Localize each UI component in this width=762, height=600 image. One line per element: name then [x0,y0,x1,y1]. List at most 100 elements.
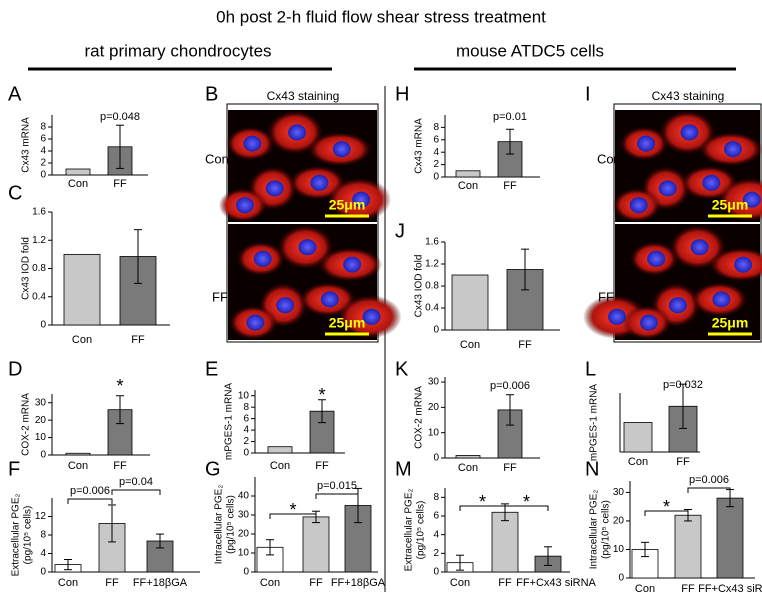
x-tick-label: Con [270,460,290,472]
panel-letter: L [585,358,596,380]
bracket [504,505,549,511]
x-tick-label: FF [309,577,323,589]
annotation: p=0.01 [493,111,527,123]
nucleus [734,256,753,273]
y-axis-label: (pg/10⁵ cells) [416,501,427,560]
nucleus [265,180,284,197]
nucleus [288,124,307,141]
bracket [269,513,317,519]
nucleus [724,141,742,158]
column-header: mouse ATDC5 cells [456,41,604,60]
x-tick-label: FF [676,456,690,468]
y-axis-label: (pg/10⁵ cells) [226,495,237,554]
panel-letter: I [585,83,591,105]
y-tick-label: 2 [243,436,249,447]
nucleus [343,256,362,273]
panel-letter: C [8,182,22,204]
y-tick-label: 20 [238,529,250,540]
x-tick-label: Con [450,577,470,589]
bar [65,168,91,176]
bracket [67,498,113,504]
nucleus [332,141,351,158]
error-bar [544,546,552,566]
x-tick-label: FF [518,339,532,351]
bar [451,274,489,331]
panel-letter: B [205,83,218,105]
bar [716,497,744,579]
image-title: Cx43 staining [652,89,725,103]
bar [65,452,91,456]
y-axis-label: COX-2 mRNA [414,386,425,449]
panel-letter: A [8,83,22,105]
annotation: p=0.006 [490,380,530,392]
y-tick-label: 0 [243,448,249,459]
annotation: * [523,492,530,512]
error-bar [116,124,124,169]
error-bar [108,504,116,543]
bar [674,514,702,579]
annotation: * [318,385,325,405]
y-tick-label: 0.8 [425,281,439,292]
y-tick-label: 10 [35,432,47,443]
y-tick-label: 0 [40,450,46,461]
y-tick-label: 0 [40,170,46,181]
y-tick-label: 0.4 [32,291,46,302]
y-tick-label: 4 [40,548,46,559]
y-tick-label: 0 [433,567,439,578]
y-tick-label: 1.6 [425,237,439,248]
y-tick-label: 4 [243,425,249,436]
bar [491,511,519,573]
x-tick-label: FF+18βGA [133,577,188,589]
bracket [687,487,731,493]
x-tick-label: FF [503,180,517,192]
x-tick-label: Con [458,180,478,192]
annotation: * [479,492,486,512]
x-tick-label: Con [460,339,480,351]
annotation: * [289,500,296,520]
panel-letter: M [395,458,412,480]
y-tick-label: 4 [433,529,439,540]
nucleus [658,180,677,197]
y-tick-label: 10 [428,427,440,438]
error-bar [641,541,649,558]
y-axis-label: Cx43 mRNA [414,118,425,174]
y-tick-label: 2 [433,159,439,170]
annotation: p=0.006 [70,485,110,497]
y-tick-label: 8 [243,402,249,413]
nucleus [310,174,329,191]
error-bar [156,533,164,549]
x-tick-label: FF [315,460,329,472]
nucleus [629,197,648,214]
x-tick-label: FF [681,583,695,595]
y-axis-label: Extracellular PGE₂ [404,488,415,571]
y-tick-label: 0 [433,325,439,336]
error-bar [134,229,142,284]
nucleus [276,297,295,314]
y-tick-label: 6 [243,413,249,424]
error-bar [506,394,514,426]
x-tick-label: FF [498,577,512,589]
y-tick-label: 0.4 [425,303,439,314]
annotation: p=0.04 [119,476,153,488]
annotation: * [116,376,123,396]
y-tick-label: 10 [238,390,250,401]
y-tick-label: 30 [238,510,250,521]
bar [455,170,481,178]
nucleus [680,124,699,141]
y-tick-label: 12 [35,511,47,522]
y-tick-label: 0 [433,172,439,183]
y-axis-label: Extracellular PGE₂ [11,493,22,576]
panel-letter: G [205,458,221,480]
nucleus [246,314,265,331]
error-bar [456,554,464,571]
y-tick-label: 20 [428,402,440,413]
x-tick-label: Con [72,334,92,346]
y-tick-label: 20 [613,516,625,527]
nucleus [639,314,658,331]
error-bar [266,539,274,556]
panel-letter: F [8,458,20,480]
y-tick-label: 20 [35,415,47,426]
error-bar [318,399,326,424]
y-tick-label: 0 [618,573,624,584]
x-tick-label: FF [131,334,145,346]
